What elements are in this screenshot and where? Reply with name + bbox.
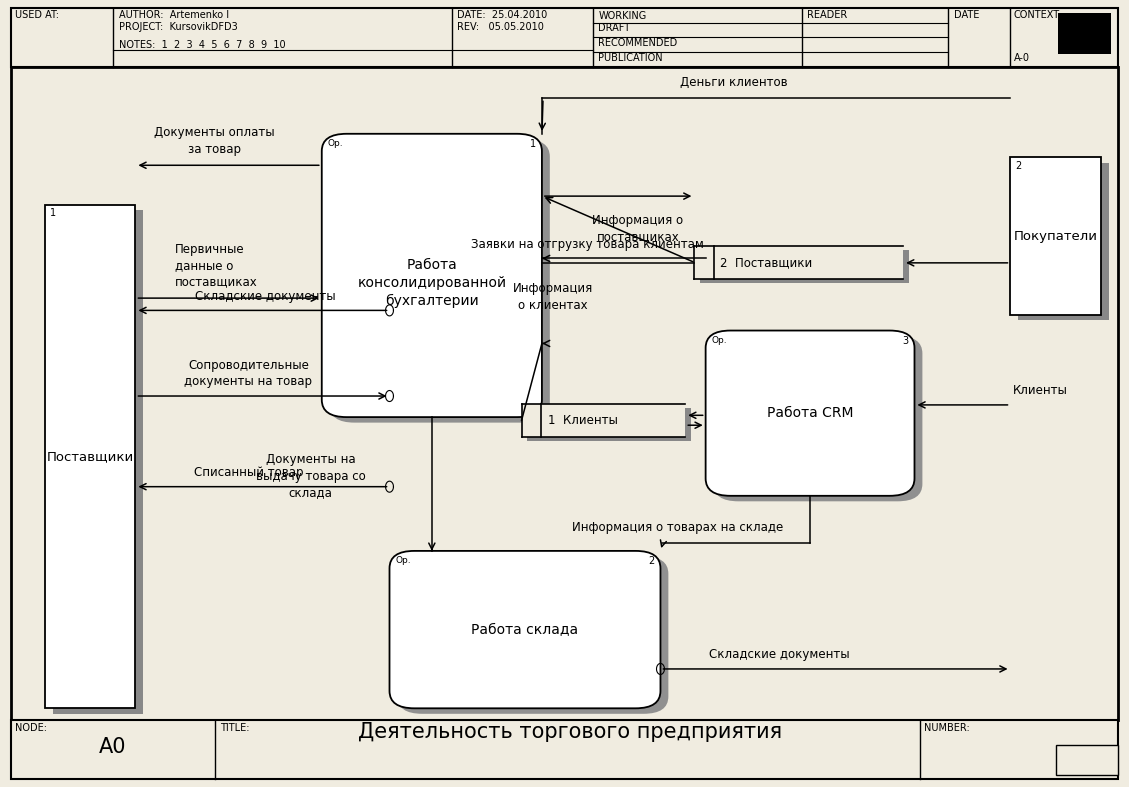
Text: Покупатели: Покупатели: [1014, 230, 1097, 242]
Text: Складские документы: Складские документы: [709, 648, 849, 661]
Bar: [1010, 157, 1101, 315]
Bar: [53, 210, 143, 714]
Bar: [694, 246, 903, 279]
Text: DATE: DATE: [954, 10, 979, 20]
Text: A0: A0: [99, 737, 126, 757]
Bar: [1056, 745, 1118, 775]
Text: Op.: Op.: [395, 556, 411, 565]
Text: Работа CRM: Работа CRM: [767, 406, 854, 420]
Bar: [527, 408, 691, 441]
Text: PROJECT:  KursovikDFD3: PROJECT: KursovikDFD3: [119, 22, 237, 32]
Text: PUBLICATION: PUBLICATION: [598, 53, 663, 63]
Text: Деньги клиентов: Деньги клиентов: [680, 76, 788, 89]
Text: TITLE:: TITLE:: [220, 723, 250, 733]
FancyBboxPatch shape: [706, 331, 914, 496]
Text: Поставщики: Поставщики: [46, 450, 134, 463]
Text: Информация о товарах на складе: Информация о товарах на складе: [571, 520, 784, 534]
Text: Складские документы: Складские документы: [195, 290, 335, 302]
Text: 1  Клиенты: 1 Клиенты: [548, 414, 618, 427]
Text: DATE:  25.04.2010: DATE: 25.04.2010: [457, 10, 548, 20]
Bar: [11, 67, 1118, 720]
Text: NUMBER:: NUMBER:: [924, 723, 970, 733]
Text: Работа
консолидированной
бухгалтерии: Работа консолидированной бухгалтерии: [357, 258, 507, 309]
Text: 1: 1: [50, 208, 55, 218]
Text: Op.: Op.: [327, 139, 343, 148]
Text: Работа склада: Работа склада: [472, 623, 578, 637]
Text: REV:   05.05.2010: REV: 05.05.2010: [457, 22, 544, 32]
Bar: [700, 250, 909, 283]
Text: READER: READER: [807, 10, 848, 20]
FancyBboxPatch shape: [397, 556, 668, 714]
Text: DRAFT: DRAFT: [598, 24, 630, 33]
Text: Клиенты: Клиенты: [1013, 384, 1068, 397]
Text: Сопроводительные
документы на товар: Сопроводительные документы на товар: [184, 359, 313, 388]
Text: CONTEXT:: CONTEXT:: [1014, 10, 1062, 20]
Text: Документы на
выдачу товара со
склада: Документы на выдачу товара со склада: [255, 453, 366, 499]
Text: NOTES:  1  2  3  4  5  6  7  8  9  10: NOTES: 1 2 3 4 5 6 7 8 9 10: [119, 39, 286, 50]
Text: 2: 2: [648, 556, 655, 567]
Text: Информация
о клиентах: Информация о клиентах: [513, 283, 594, 312]
Bar: [11, 720, 1118, 779]
Bar: [1018, 163, 1109, 320]
Text: Первичные
данные о
поставщиках: Первичные данные о поставщиках: [175, 242, 257, 289]
Text: Заявки на отгрузку товара клиентам: Заявки на отгрузку товара клиентам: [471, 238, 703, 250]
FancyBboxPatch shape: [322, 134, 542, 417]
Text: RECOMMENDED: RECOMMENDED: [598, 39, 677, 48]
Bar: [45, 205, 135, 708]
Text: USED AT:: USED AT:: [15, 10, 59, 20]
Text: Деятельность торгового предприятия: Деятельность торгового предприятия: [358, 722, 782, 742]
Text: 1: 1: [531, 139, 536, 150]
Text: AUTHOR:  Artemenko I: AUTHOR: Artemenko I: [119, 10, 229, 20]
Text: 2: 2: [1015, 161, 1022, 171]
FancyBboxPatch shape: [714, 336, 922, 501]
Text: 3: 3: [903, 336, 909, 346]
Text: NODE:: NODE:: [15, 723, 46, 733]
Text: Документы оплаты
за товар: Документы оплаты за товар: [155, 127, 274, 156]
Text: A-0: A-0: [1014, 53, 1030, 63]
Text: 2  Поставщики: 2 Поставщики: [720, 257, 813, 269]
Text: Op.: Op.: [711, 336, 727, 345]
Bar: [11, 8, 1118, 67]
Bar: [522, 404, 685, 437]
Bar: [1058, 13, 1111, 54]
Text: WORKING: WORKING: [598, 11, 647, 21]
FancyBboxPatch shape: [390, 551, 660, 708]
Text: Информация о
поставщиках: Информация о поставщиках: [593, 214, 683, 243]
Text: Списанный товар: Списанный товар: [194, 466, 303, 478]
FancyBboxPatch shape: [330, 139, 550, 423]
